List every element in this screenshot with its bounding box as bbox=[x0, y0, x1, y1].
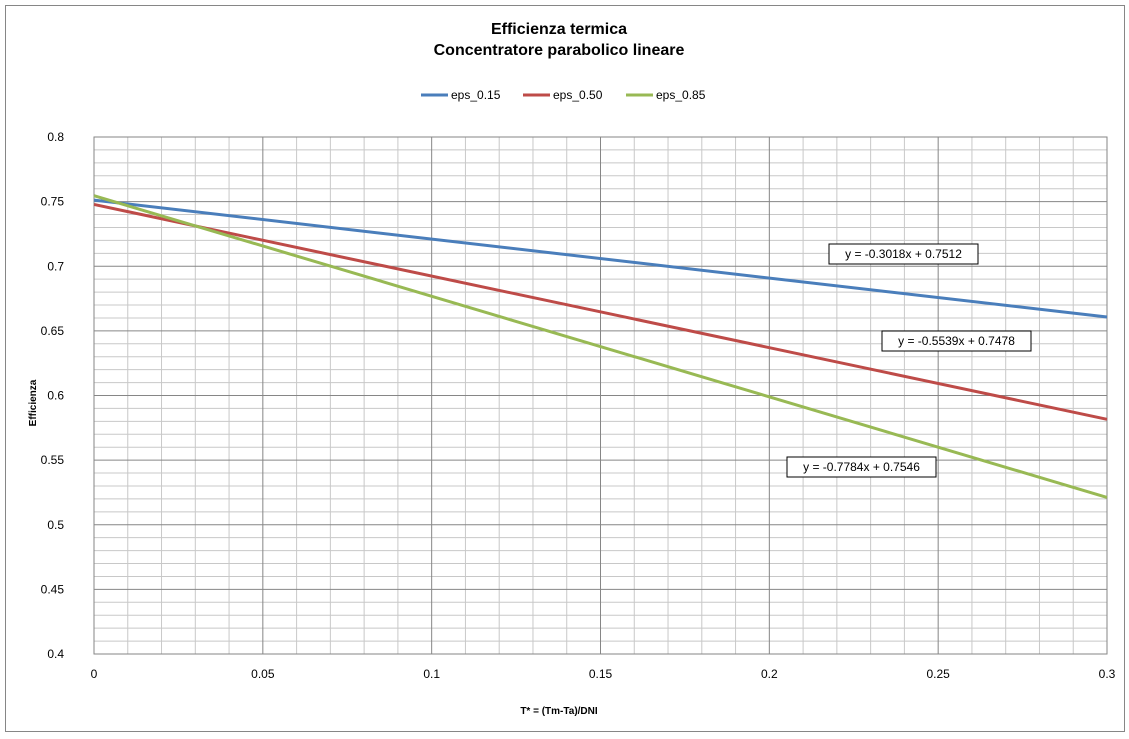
legend-item-eps_0.15: eps_0.15 bbox=[421, 88, 501, 102]
y-tick-labels: 0.4 0.45 0.5 0.55 0.6 0.65 0.7 0.75 0.8 bbox=[41, 130, 65, 661]
legend-label: eps_0.15 bbox=[451, 88, 501, 102]
x-tick-label: 0.15 bbox=[589, 667, 613, 681]
equation-box-border bbox=[828, 243, 979, 265]
y-tick-label: 0.6 bbox=[47, 389, 64, 403]
y-tick-label: 0.4 bbox=[47, 647, 64, 661]
legend-item-eps_0.85: eps_0.85 bbox=[626, 88, 706, 102]
legend-label: eps_0.50 bbox=[553, 88, 603, 102]
series-lines bbox=[93, 194, 1108, 499]
x-tick-label: 0.25 bbox=[926, 667, 950, 681]
x-tick-label: 0.05 bbox=[251, 667, 275, 681]
x-tick-label: 0.3 bbox=[1099, 667, 1116, 681]
y-axis-title: Efficienza bbox=[28, 379, 39, 426]
x-axis-title: T* = (Tm-Ta)/DNI bbox=[520, 706, 598, 717]
series-line-eps_0.85 bbox=[93, 194, 1108, 499]
x-tick-label: 0 bbox=[91, 667, 98, 681]
y-tick-label: 0.45 bbox=[41, 582, 65, 596]
series-line-eps_0.50 bbox=[93, 203, 1108, 421]
x-tick-label: 0.2 bbox=[761, 667, 778, 681]
y-tick-label: 0.8 bbox=[47, 130, 64, 144]
equation-box-eps_0.50: y = -0.5539x + 0.7478 bbox=[881, 330, 1032, 352]
plot-frame bbox=[93, 136, 1108, 655]
equation-label: y = -0.3018x + 0.7512 bbox=[845, 247, 962, 261]
equation-label: y = -0.7784x + 0.7546 bbox=[803, 460, 920, 474]
series-line-eps_0.15 bbox=[93, 198, 1108, 319]
legend-label: eps_0.85 bbox=[656, 88, 706, 102]
equation-box-eps_0.15: y = -0.3018x + 0.7512 bbox=[828, 243, 979, 265]
y-tick-label: 0.55 bbox=[41, 453, 65, 467]
x-tick-labels: 0 0.05 0.1 0.15 0.2 0.25 0.3 bbox=[91, 667, 1116, 681]
chart-svg: Efficienza termica Concentratore parabol… bbox=[28, 21, 1116, 717]
chart-area: Efficienza termica Concentratore parabol… bbox=[5, 5, 1125, 732]
plot-border bbox=[93, 136, 1108, 655]
y-tick-label: 0.7 bbox=[47, 259, 64, 273]
y-tick-label: 0.75 bbox=[41, 195, 65, 209]
y-tick-label: 0.5 bbox=[47, 518, 64, 532]
chart-title: Efficienza termica bbox=[491, 21, 627, 38]
chart-subtitle: Concentratore parabolico lineare bbox=[434, 42, 685, 59]
equation-box-border bbox=[881, 330, 1032, 352]
trendline-equations: y = -0.3018x + 0.7512 y = -0.5539x + 0.74… bbox=[786, 243, 1032, 478]
equation-label: y = -0.5539x + 0.7478 bbox=[898, 334, 1015, 348]
equation-box-eps_0.85: y = -0.7784x + 0.7546 bbox=[786, 456, 937, 478]
equation-box-border bbox=[786, 456, 937, 478]
x-tick-label: 0.1 bbox=[423, 667, 440, 681]
y-tick-label: 0.65 bbox=[41, 324, 65, 338]
legend-item-eps_0.50: eps_0.50 bbox=[523, 88, 603, 102]
legend: eps_0.15 eps_0.50 eps_0.85 bbox=[421, 88, 706, 102]
